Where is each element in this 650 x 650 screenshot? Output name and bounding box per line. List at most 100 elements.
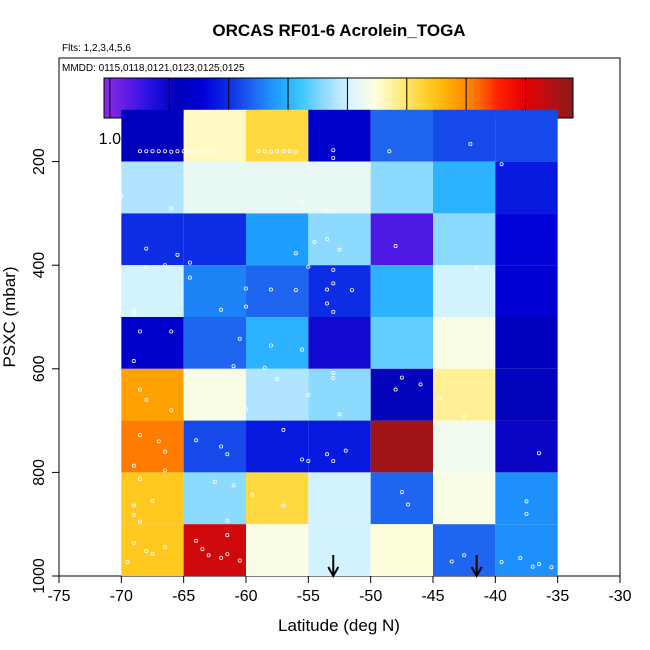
observation-point (150, 149, 155, 154)
heatmap-cell (433, 161, 496, 214)
observation-point (194, 438, 199, 443)
observation-point (393, 244, 398, 249)
heatmap-cell (370, 368, 433, 421)
heatmap-cell (433, 265, 496, 317)
observation-point (131, 359, 136, 364)
observation-point (162, 544, 167, 549)
heatmap-cell (433, 472, 496, 525)
observation-point (536, 451, 541, 456)
observation-point (212, 479, 217, 484)
observation-point (399, 490, 404, 495)
observation-point (393, 387, 398, 392)
observation-point (499, 560, 504, 565)
heatmap-cell (495, 161, 558, 214)
observation-point (156, 439, 161, 444)
observation-point (225, 552, 230, 557)
observation-point (331, 376, 336, 381)
observation-point (499, 162, 504, 167)
observation-point (524, 511, 529, 516)
observation-point (437, 396, 442, 401)
latitude-arrow (327, 555, 340, 579)
observation-point (231, 483, 236, 488)
x-tick-label: -65 (172, 588, 195, 605)
observation-point (337, 247, 342, 252)
heatmap-cell (183, 368, 246, 421)
heatmap-cell (183, 161, 246, 214)
x-tick-label: -55 (297, 588, 320, 605)
observation-point (225, 518, 230, 523)
heatmap-cell (370, 213, 433, 266)
x-tick-label: -45 (421, 588, 444, 605)
observation-point (243, 407, 248, 412)
observation-point (325, 301, 330, 306)
heatmap-cell (308, 472, 371, 525)
observation-point (262, 149, 267, 154)
observation-point (325, 208, 330, 213)
observation-point (194, 149, 199, 154)
heatmap-cell (246, 265, 309, 317)
observation-point (300, 457, 305, 462)
heatmap-cell (370, 161, 433, 214)
observation-point (293, 288, 298, 293)
observation-point (331, 370, 336, 375)
heatmap-cell (308, 368, 371, 421)
observation-point (387, 149, 392, 154)
observation-point (275, 149, 280, 154)
observation-point (219, 555, 224, 560)
observation-point (138, 387, 143, 392)
heatmap-cell (183, 265, 246, 317)
heatmap-cell (433, 368, 496, 421)
observation-point (219, 307, 224, 312)
heatmap-cell (495, 109, 558, 162)
heatmap-cell (183, 213, 246, 266)
observation-point (256, 149, 261, 154)
heatmap-cell (495, 368, 558, 421)
observation-point (131, 512, 136, 517)
observation-point (162, 149, 167, 154)
observation-point (250, 492, 255, 497)
observation-point (200, 149, 205, 154)
y-axis-label: PSXC (mbar) (0, 266, 19, 367)
observation-point (349, 288, 354, 293)
heatmap-cell (246, 109, 309, 162)
heatmap-cell (370, 317, 433, 369)
heatmap-cell (246, 161, 309, 214)
x-tick-label: -75 (47, 588, 70, 605)
x-axis: -75 -70 -65 -60 -55 -50 -45 -40 -35 -30 (47, 576, 632, 605)
observation-point (187, 149, 192, 154)
observation-point (144, 149, 149, 154)
heatmap-cell (121, 265, 184, 317)
observation-point (549, 565, 554, 570)
heatmap-cell (121, 213, 184, 266)
observation-point (162, 449, 167, 454)
latitude-arrows (327, 555, 483, 579)
observation-point (138, 477, 143, 482)
heatmap-cell (246, 420, 309, 473)
heatmap-cell (433, 109, 496, 162)
heatmap-cell (308, 109, 371, 162)
observation-point (138, 329, 143, 334)
observation-point (144, 246, 149, 251)
x-tick-label: -60 (234, 588, 257, 605)
observation-point (200, 547, 205, 552)
heatmap-cell (370, 109, 433, 162)
heatmap-cell (308, 265, 371, 317)
heatmap-cells (121, 109, 558, 576)
observation-point (325, 237, 330, 242)
y-tick-label: 200 (31, 148, 48, 175)
heatmap-cell (495, 265, 558, 317)
observation-point (187, 275, 192, 280)
y-tick-label: 1000 (31, 558, 48, 594)
observation-point (462, 553, 467, 558)
heatmap-cell (495, 213, 558, 266)
observation-point (331, 155, 336, 160)
observation-point (169, 206, 174, 211)
observation-point (337, 412, 342, 417)
observation-point (212, 149, 217, 154)
heatmap-cell (121, 317, 184, 369)
observation-point (169, 408, 174, 413)
latitude-arrow-head (327, 566, 340, 579)
observation-point (268, 527, 273, 532)
observation-point (462, 414, 467, 419)
